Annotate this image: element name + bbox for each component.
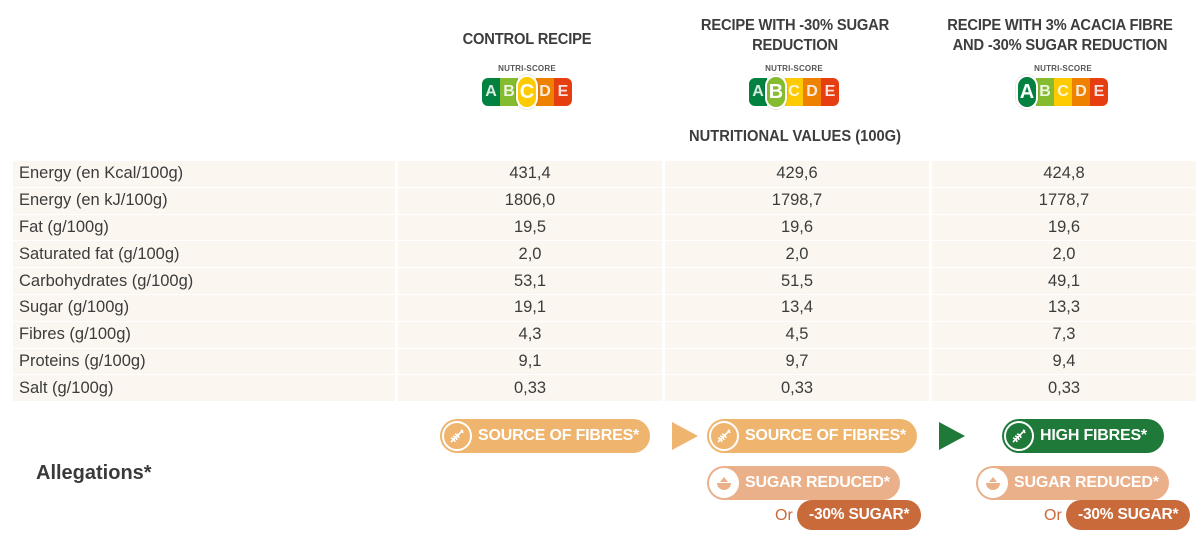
nutri-score-letter-d: D [803, 78, 821, 106]
row-value: 0,33 [665, 375, 929, 402]
row-value: 53,1 [398, 268, 662, 294]
high-fibres-badge: HIGH FIBRES* [1002, 419, 1164, 453]
source-of-fibres-label: SOURCE OF FIBRES* [745, 427, 907, 444]
sugar-bowl-icon [978, 468, 1008, 498]
row-value: 2,0 [398, 241, 662, 268]
row-value: 424,8 [932, 161, 1196, 187]
row-label: Carbohydrates (g/100g) [13, 268, 395, 294]
row-value: 4,5 [665, 321, 929, 348]
row-value: 1778,7 [932, 187, 1196, 214]
row-label: Sugar (g/100g) [13, 294, 395, 321]
row-value: 9,7 [665, 348, 929, 375]
minus-30-sugar-badge-sugar-reduction: -30% SUGAR* [797, 500, 922, 530]
nutri-score-letter-c: C [785, 78, 803, 106]
wheat-icon [442, 421, 472, 451]
wheat-icon [1004, 421, 1034, 451]
nutri-score-letter-a: A [1016, 75, 1038, 109]
row-value: 19,6 [932, 214, 1196, 241]
nutri-score-letter-e: E [821, 78, 839, 106]
nutri-score-letter-b: B [765, 75, 787, 109]
source-of-fibres-badge-control: SOURCE OF FIBRES* [440, 419, 650, 453]
row-value: 49,1 [932, 268, 1196, 294]
allegations-title: Allegations* [36, 462, 152, 484]
or-label: Or [1044, 507, 1062, 524]
row-label: Salt (g/100g) [13, 375, 395, 402]
column-header-control: CONTROL RECIPE [462, 31, 592, 48]
table-row: Salt (g/100g) 0,33 0,33 0,33 [13, 375, 1196, 402]
source-of-fibres-label: SOURCE OF FIBRES* [478, 427, 640, 444]
nutri-score-letter-e: E [1090, 78, 1108, 106]
row-label: Saturated fat (g/100g) [13, 241, 395, 268]
row-value: 9,4 [932, 348, 1196, 375]
row-value: 2,0 [932, 241, 1196, 268]
sugar-reduced-badge-acacia-fibre: SUGAR REDUCED* [976, 466, 1169, 500]
nutri-score-label: NUTRI-SCORE [765, 64, 823, 73]
nutri-score-letter-d: D [536, 78, 554, 106]
nutritional-values-title: NUTRITIONAL VALUES (100G) [688, 128, 902, 145]
row-label: Fibres (g/100g) [13, 321, 395, 348]
row-value: 19,1 [398, 294, 662, 321]
row-value: 0,33 [932, 375, 1196, 402]
table-row: Fibres (g/100g) 4,3 4,5 7,3 [13, 321, 1196, 348]
wheat-icon [709, 421, 739, 451]
table-row: Carbohydrates (g/100g) 53,1 51,5 49,1 [13, 268, 1196, 294]
or-label: Or [775, 507, 793, 524]
minus-30-sugar-badge-acacia-fibre: -30% SUGAR* [1066, 500, 1191, 530]
nutri-score-label: NUTRI-SCORE [1034, 64, 1092, 73]
row-label: Fat (g/100g) [13, 214, 395, 241]
row-value: 13,3 [932, 294, 1196, 321]
row-value: 1798,7 [665, 187, 929, 214]
row-value: 4,3 [398, 321, 662, 348]
row-label: Proteins (g/100g) [13, 348, 395, 375]
row-label: Energy (en kJ/100g) [13, 187, 395, 214]
column-header-acacia-fibre: RECIPE WITH 3% ACACIA FIBRE AND -30% SUG… [947, 17, 1173, 54]
nutri-score-letter-b: B [500, 78, 518, 106]
table-row: Proteins (g/100g) 9,1 9,7 9,4 [13, 348, 1196, 375]
table-row: Saturated fat (g/100g) 2,0 2,0 2,0 [13, 241, 1196, 268]
nutri-score-letter-a: A [749, 78, 767, 106]
sugar-reduced-label: SUGAR REDUCED* [1014, 474, 1159, 491]
row-value: 13,4 [665, 294, 929, 321]
row-value: 1806,0 [398, 187, 662, 214]
minus-30-sugar-label: -30% SUGAR* [1078, 506, 1179, 523]
column-header-sugar-reduction: RECIPE WITH -30% SUGAR REDUCTION [700, 17, 890, 54]
minus-30-sugar-label: -30% SUGAR* [809, 506, 910, 523]
high-fibres-label: HIGH FIBRES* [1040, 427, 1147, 444]
source-of-fibres-badge-sugar-reduction: SOURCE OF FIBRES* [707, 419, 917, 453]
row-value: 9,1 [398, 348, 662, 375]
arrow-right-icon [939, 422, 965, 450]
row-value: 429,6 [665, 161, 929, 187]
nutri-score-letter-a: A [482, 78, 500, 106]
row-value: 431,4 [398, 161, 662, 187]
nutri-score-label: NUTRI-SCORE [498, 64, 556, 73]
nutri-score-letter-e: E [554, 78, 572, 106]
nutri-score-letter-b: B [1036, 78, 1054, 106]
table-row: Energy (en Kcal/100g) 431,4 429,6 424,8 [13, 161, 1196, 187]
sugar-bowl-icon [709, 468, 739, 498]
nutri-score-letter-d: D [1072, 78, 1090, 106]
row-value: 19,5 [398, 214, 662, 241]
arrow-right-icon [672, 422, 698, 450]
row-value: 2,0 [665, 241, 929, 268]
sugar-reduced-label: SUGAR REDUCED* [745, 474, 890, 491]
row-value: 19,6 [665, 214, 929, 241]
row-value: 51,5 [665, 268, 929, 294]
row-label: Energy (en Kcal/100g) [13, 161, 395, 187]
nutri-score-letter-c: C [1054, 78, 1072, 106]
nutrition-table: Energy (en Kcal/100g) 431,4 429,6 424,8 Ener… [10, 160, 1199, 402]
nutri-score-letter-c: C [516, 75, 538, 109]
table-row: Sugar (g/100g) 19,1 13,4 13,3 [13, 294, 1196, 321]
sugar-reduced-badge-sugar-reduction: SUGAR REDUCED* [707, 466, 900, 500]
row-value: 7,3 [932, 321, 1196, 348]
table-row: Fat (g/100g) 19,5 19,6 19,6 [13, 214, 1196, 241]
row-value: 0,33 [398, 375, 662, 402]
table-row: Energy (en kJ/100g) 1806,0 1798,7 1778,7 [13, 187, 1196, 214]
